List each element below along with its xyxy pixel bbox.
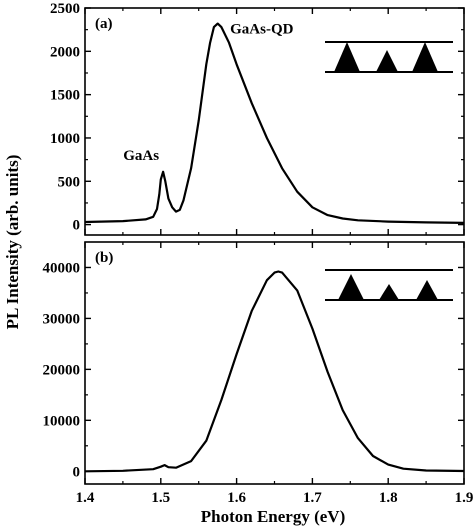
y-tick-label: 20000 bbox=[43, 362, 81, 378]
x-tick-label: 1.9 bbox=[455, 490, 474, 506]
y-tick-label: 2500 bbox=[50, 1, 80, 17]
y-tick-label: 2000 bbox=[50, 44, 80, 60]
plot-frame bbox=[84, 241, 465, 485]
y-tick-label: 30000 bbox=[43, 311, 81, 327]
annotation-label: GaAs-QD bbox=[230, 22, 294, 38]
x-tick-label: 1.6 bbox=[227, 490, 246, 506]
y-tick-label: 0 bbox=[73, 464, 81, 480]
panel-label: (b) bbox=[95, 250, 113, 266]
panel-b: 1.4 1.5 1.6 1.7 1.8 1.9 0 10000 20000 30000 40000 (… bbox=[43, 241, 474, 506]
annotation-label: GaAs bbox=[123, 148, 159, 164]
y-tick-label: 1000 bbox=[50, 131, 80, 147]
quantum-dot-triangle bbox=[376, 50, 398, 72]
x-tick-label: 1.7 bbox=[303, 490, 322, 506]
pl-spectrum-line bbox=[84, 22, 465, 224]
pl-spectrum-line bbox=[84, 270, 465, 473]
panel-a: 0 500 1000 1500 2000 2500 (a) GaAs GaAs-QD bbox=[50, 1, 465, 236]
quantum-dot-triangle bbox=[416, 280, 438, 300]
quantum-dot-triangle bbox=[334, 42, 360, 72]
y-tick-label: 500 bbox=[58, 174, 81, 190]
quantum-dot-triangle bbox=[338, 274, 364, 300]
quantum-dot-triangle bbox=[379, 284, 399, 300]
y-axis-title: PL Intensity (arb. units) bbox=[3, 155, 22, 330]
x-axis-title: Photon Energy (eV) bbox=[201, 507, 345, 526]
x-tick-label: 1.8 bbox=[379, 490, 398, 506]
x-tick-label: 1.4 bbox=[76, 490, 95, 506]
y-tick-label: 40000 bbox=[43, 260, 81, 276]
inset-schematic bbox=[325, 41, 453, 73]
y-tick-label: 10000 bbox=[43, 413, 81, 429]
y-tick-label: 1500 bbox=[50, 88, 80, 104]
quantum-dot-triangle bbox=[412, 42, 438, 72]
y-tick-label: 0 bbox=[73, 218, 81, 234]
x-tick-label: 1.5 bbox=[151, 490, 170, 506]
inset-schematic bbox=[325, 269, 453, 301]
panel-label: (a) bbox=[95, 16, 113, 32]
